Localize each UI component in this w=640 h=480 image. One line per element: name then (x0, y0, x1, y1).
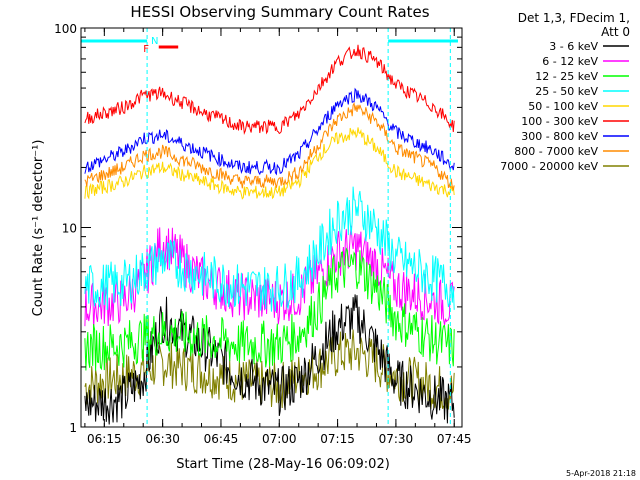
flag-layer: NF (81, 28, 458, 427)
x-tick-label: 07:30 (379, 432, 414, 446)
x-axis-label: Start Time (28-May-16 06:09:02) (176, 457, 390, 472)
series-line (84, 225, 455, 330)
legend-label: 3 - 6 keV (549, 40, 598, 53)
legend-header: Att 0 (601, 25, 630, 39)
series-line (84, 87, 455, 176)
legend-label: 300 - 800 keV (521, 130, 598, 143)
series-line (84, 102, 455, 191)
series-layer (84, 44, 455, 425)
plot-frame (80, 27, 463, 428)
legend: Det 1,3, FDecim 1,Att 03 - 6 keV 6 - 12 k… (500, 11, 630, 173)
legend-label: 6 - 12 keV (542, 55, 598, 68)
series-line (84, 294, 455, 425)
x-tick-label: 06:45 (204, 432, 239, 446)
series-line (84, 127, 455, 200)
legend-label: 50 - 100 keV (528, 100, 598, 113)
x-tick-label: 06:15 (87, 432, 122, 446)
legend-header: Det 1,3, FDecim 1, (518, 11, 630, 25)
axis-layer: 06:15 06:30 06:45 07:00 07:15 07:30 07:45 1 10 10… (54, 22, 471, 446)
x-tick-label: 07:00 (262, 432, 297, 446)
x-tick-label: 07:15 (320, 432, 355, 446)
flag-label-n: N (151, 36, 158, 47)
series-line (84, 44, 455, 135)
flag-label-f: F (143, 44, 149, 55)
legend-label: 12 - 25 keV (535, 70, 598, 83)
y-tick-label: 10 (62, 222, 77, 236)
series-line (84, 247, 455, 371)
footer-date: 5-Apr-2018 21:18 (566, 469, 636, 478)
y-axis-label: Count Rate (s⁻¹ detector⁻¹) (31, 140, 46, 317)
y-tick-label: 100 (54, 22, 77, 36)
legend-label: 800 - 7000 keV (514, 145, 598, 158)
legend-label: 100 - 300 keV (521, 115, 598, 128)
y-tick-label: 1 (69, 421, 77, 435)
x-tick-label: 06:30 (145, 432, 180, 446)
legend-label: 7000 - 20000 keV (500, 160, 598, 173)
chart-title: HESSI Observing Summary Count Rates (130, 3, 429, 21)
x-tick-label: 07:45 (437, 432, 472, 446)
legend-label: 25 - 50 keV (535, 85, 598, 98)
series-line (84, 186, 455, 312)
